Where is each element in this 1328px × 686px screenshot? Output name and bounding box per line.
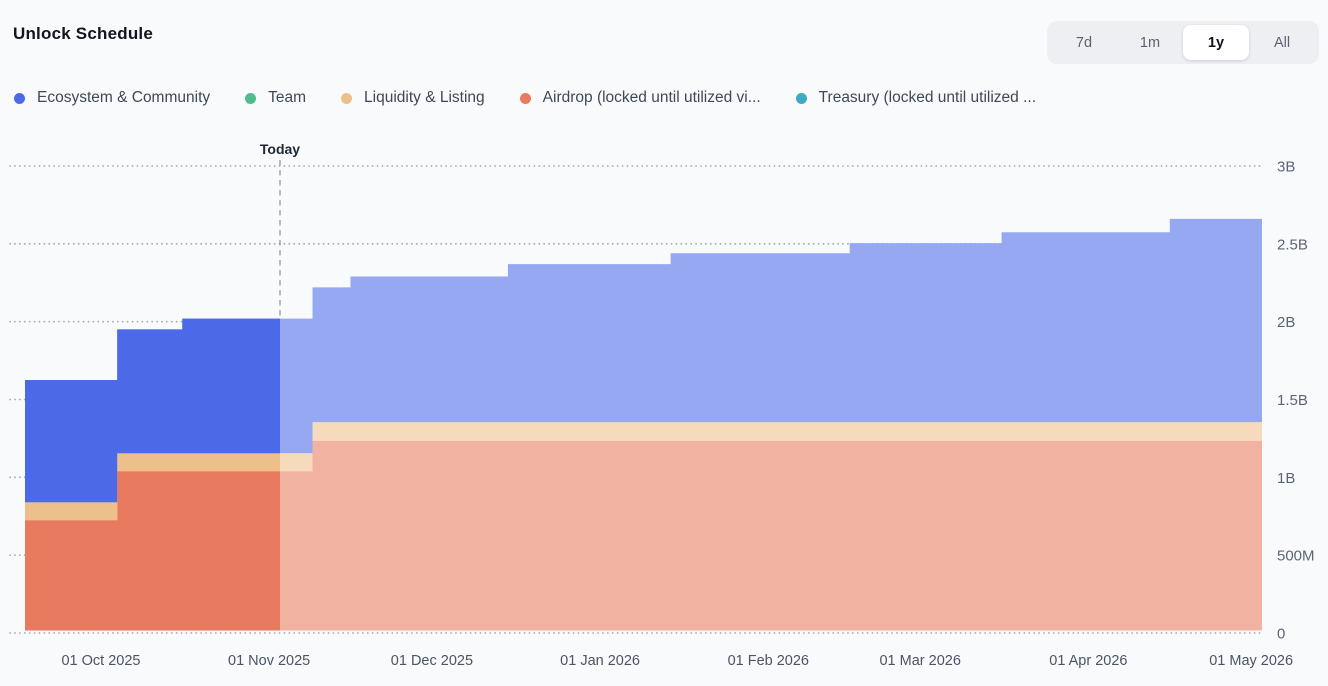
legend-dot-liquidity [341, 92, 353, 104]
y-axis-label: 1.5B [1277, 392, 1308, 409]
area-ecosystem-projected [25, 218, 1262, 503]
area-airdrop [25, 471, 280, 631]
x-axis-label: 01 Jan 2026 [560, 653, 640, 669]
y-axis-label: 1B [1277, 470, 1295, 487]
legend-item-liquidity[interactable]: Liquidity & Listing [341, 89, 485, 107]
time-range-selector: 7d 1m 1y All [1047, 21, 1319, 64]
legend-item-label: Ecosystem & Community [37, 89, 211, 106]
x-axis-label: 01 Mar 2026 [879, 653, 960, 669]
legend-item-label: Team [268, 89, 307, 106]
range-button-all[interactable]: All [1249, 25, 1315, 60]
legend-dot-team [245, 92, 257, 104]
range-button-1m[interactable]: 1m [1117, 25, 1183, 60]
legend-item-ecosystem[interactable]: Ecosystem & Community [14, 89, 210, 107]
area-ecosystem [25, 318, 280, 503]
y-axis-label: 0 [1277, 626, 1285, 643]
x-axis-label: 01 Nov 2025 [228, 653, 310, 669]
x-axis-label: 01 Oct 2025 [61, 653, 140, 669]
legend-item-label: Treasury (locked until utilized ... [818, 89, 1037, 106]
legend-item-team[interactable]: Team [245, 89, 306, 107]
unlock-schedule-chart: 0 500M 1B 1.5B 2B 2.5B 3B Today 01 Oct 2025 01 No… [9, 141, 1315, 669]
y-axis-label: 500M [1277, 548, 1315, 565]
page-title: Unlock Schedule [13, 24, 153, 43]
legend-item-label: Liquidity & Listing [364, 89, 485, 106]
x-axis-label: 01 May 2026 [1209, 653, 1293, 669]
legend-item-treasury[interactable]: Treasury (locked until utilized ... [795, 89, 1037, 107]
area-airdrop-projected [25, 440, 1262, 631]
legend-dot-airdrop [519, 92, 531, 104]
x-axis-label: 01 Apr 2026 [1049, 653, 1127, 669]
area-liquidity [25, 453, 280, 521]
y-axis-label: 2.5B [1277, 236, 1308, 253]
legend-dot-treasury [795, 92, 807, 104]
today-label: Today [260, 141, 300, 157]
legend-dot-ecosystem [14, 92, 25, 104]
legend-item-label: Airdrop (locked until utilized vi... [542, 89, 761, 106]
y-axis-label: 2B [1277, 314, 1295, 331]
y-axis-label: 3B [1277, 159, 1295, 176]
legend-item-airdrop[interactable]: Airdrop (locked until utilized vi... [519, 89, 761, 107]
range-button-7d[interactable]: 7d [1051, 25, 1117, 60]
x-axis-label: 01 Dec 2025 [391, 653, 473, 669]
x-axis-label: 01 Feb 2026 [728, 653, 809, 669]
chart-legend: Ecosystem & Community Team Liquidity & Lis… [14, 89, 1036, 107]
range-button-1y[interactable]: 1y [1183, 25, 1249, 60]
